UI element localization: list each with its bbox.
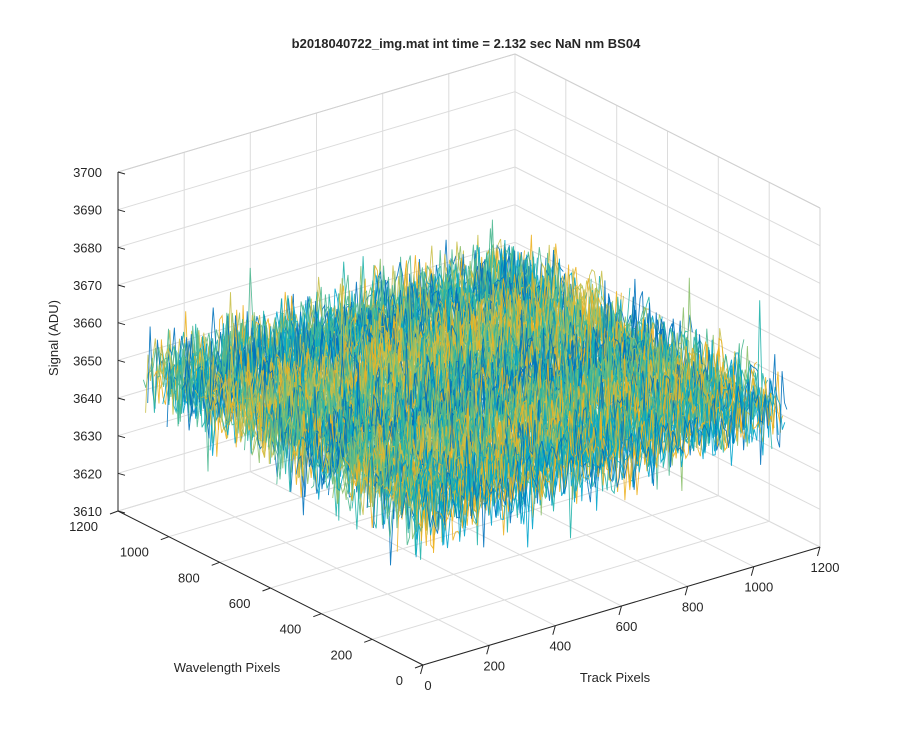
chart-title: b2018040722_img.mat int time = 2.132 sec… [292,36,641,51]
axis-lines [109,171,821,675]
z-tick-mark [117,472,126,476]
x-tick-mark [817,546,821,557]
z-tick-label: 3610 [73,504,102,519]
grid-line-y-floor [372,520,770,640]
y-tick-label: 800 [178,570,200,585]
z-tick-mark [117,171,126,175]
x-tick-label: 600 [616,619,638,634]
x-tick-mark [618,605,622,616]
grid-line-z-right [514,166,821,322]
box-edge [514,53,821,209]
z-tick-label: 3620 [73,466,102,481]
y-tick-mark [414,664,424,669]
y-tick-mark [160,536,169,541]
y-tick-mark [109,510,119,515]
y-tick-label: 400 [280,622,302,637]
z-axis-label: Signal (ADU) [46,300,61,376]
y-tick-mark [364,638,373,643]
z-tick-label: 3660 [73,316,102,331]
z-tick-mark [117,397,126,401]
x-tick-mark [750,566,755,576]
grid-line-z-right [514,128,821,284]
z-tick-mark [117,209,126,213]
z-tick-mark [117,322,126,326]
surface-row [207,273,573,420]
y-tick-label: 1000 [120,545,149,560]
z-tick-mark [117,435,126,439]
grid-line-y-floor [321,495,719,615]
x-tick-label: 800 [682,599,704,614]
grid-line-z-right [514,91,821,247]
y-tick-mark [211,561,220,566]
z-tick-mark [117,246,126,250]
tick-labels: 0 200 400 600 800 1000 1200 0 200 400 600 800 1000 12… [69,165,839,693]
x-tick-label: 400 [549,639,571,654]
y-tick-label: 200 [330,647,352,662]
y-tick-label: 600 [229,596,251,611]
grid-line-z-left [117,91,516,211]
z-tick-label: 3680 [73,240,102,255]
z-tick-label: 3630 [73,429,102,444]
y-axis-label: Wavelength Pixels [174,660,281,675]
z-tick-label: 3640 [73,391,102,406]
z-tick-label: 3670 [73,278,102,293]
grid-line-z-left [117,204,516,324]
grid-line-z-right [514,241,821,397]
x-tick-label: 1200 [811,560,840,575]
y-tick-label: 1200 [69,519,98,534]
grid-line-z-left [117,128,516,248]
x-tick-mark [486,645,490,655]
x-tick-label: 200 [483,658,505,673]
z-tick-mark [117,510,126,514]
grid-line-z-right [514,204,821,360]
z-tick-mark [117,284,126,288]
z-tick-label: 3690 [73,203,102,218]
y-tick-mark [313,613,322,618]
x-axis-label: Track Pixels [580,670,651,685]
x-tick-label: 0 [424,678,431,693]
z-tick-mark [117,359,126,363]
grid-line-y-floor [270,469,668,589]
z-tick-label: 3700 [73,165,102,180]
x-tick-mark [420,664,424,675]
grid-line-z-left [117,166,516,286]
x-tick-mark [684,586,689,596]
surface-data [142,219,788,566]
y-tick-mark [262,587,271,592]
x-tick-mark [552,625,556,635]
y-tick-label: 0 [396,673,403,688]
x-tick-label: 1000 [744,580,773,595]
surface-row [422,354,788,548]
box-edge [117,53,516,173]
z-tick-label: 3650 [73,353,102,368]
